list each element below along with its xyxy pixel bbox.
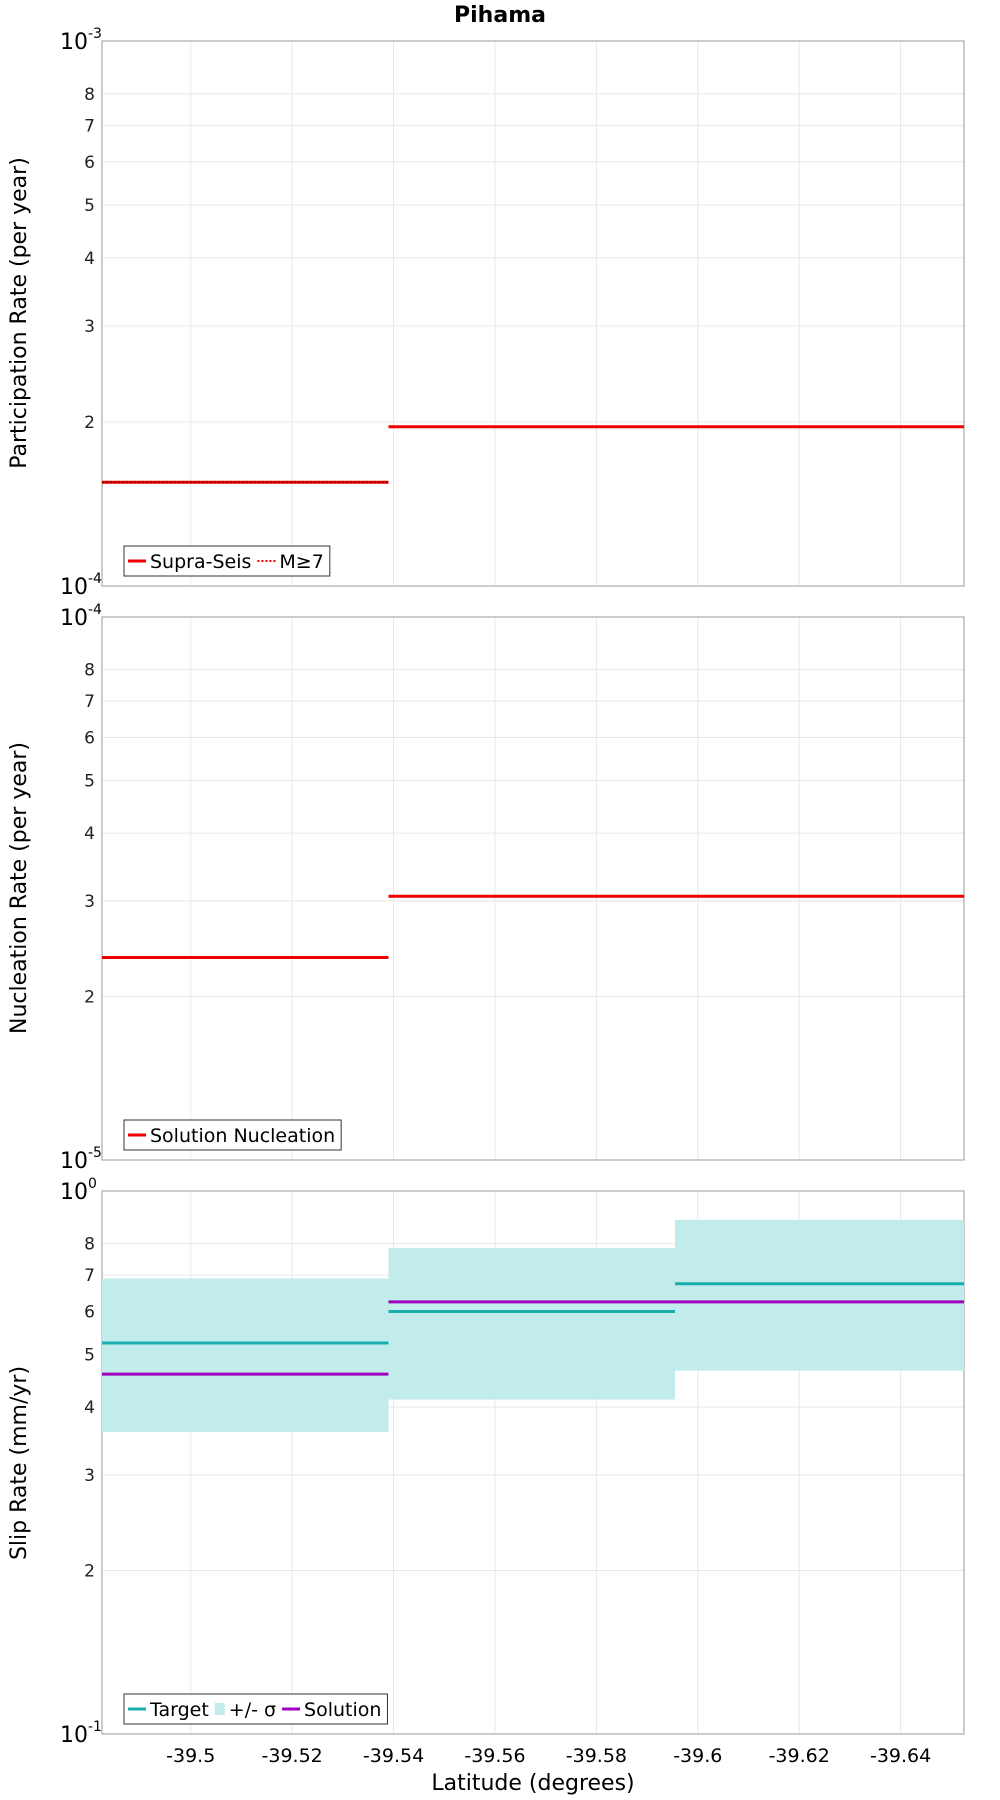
x-tick-label: -39.58 bbox=[566, 1745, 627, 1767]
y-tick-label: 6 bbox=[84, 153, 95, 173]
y-axis-label: Participation Rate (per year) bbox=[7, 157, 32, 469]
slip-rate-panel: Slip Rate (mm/yr) Latitude (degrees) 2 3 4… bbox=[7, 1176, 965, 1796]
y-tick-label: 7 bbox=[84, 116, 95, 136]
y-major-tick-label: 10 bbox=[60, 575, 88, 600]
x-tick-label: -39.62 bbox=[769, 1745, 830, 1767]
legend: Target +/- σ Solution bbox=[123, 1693, 388, 1725]
y-major-tick-exponent: -3 bbox=[88, 26, 102, 42]
y-major-tick-exponent: -1 bbox=[88, 1719, 102, 1735]
y-tick-label: 8 bbox=[84, 1235, 95, 1255]
x-tick-label: -39.5 bbox=[166, 1745, 215, 1767]
x-tick-label: -39.52 bbox=[262, 1745, 323, 1767]
y-tick-label: 7 bbox=[84, 692, 95, 712]
legend: Supra-Seis M≥7 bbox=[123, 545, 331, 577]
y-tick-label: 7 bbox=[84, 1266, 95, 1286]
legend-entry-label: +/- σ bbox=[229, 1699, 276, 1721]
sigma-band bbox=[388, 1248, 675, 1400]
y-tick-label: 8 bbox=[84, 661, 95, 681]
y-tick-label: 2 bbox=[84, 1562, 95, 1582]
legend-box bbox=[123, 1693, 388, 1725]
y-tick-label: 3 bbox=[84, 317, 95, 337]
legend-entry-label: Solution bbox=[304, 1699, 381, 1721]
x-tick-label: -39.56 bbox=[464, 1745, 525, 1767]
y-major-tick-exponent: 0 bbox=[88, 1176, 97, 1192]
legend-entry-label: Target bbox=[149, 1699, 209, 1721]
y-tick-label: 3 bbox=[84, 892, 95, 912]
grid-lines bbox=[102, 41, 964, 586]
x-tick-label: -39.54 bbox=[363, 1745, 424, 1767]
x-tick-label: -39.64 bbox=[870, 1745, 931, 1767]
y-major-tick-exponent: -4 bbox=[88, 602, 102, 618]
sigma-band bbox=[674, 1219, 964, 1371]
grid-lines bbox=[102, 617, 964, 1160]
plot-area-frame bbox=[101, 616, 965, 1161]
y-major-tick-label: 10 bbox=[60, 1149, 88, 1174]
y-major-tick-label: 10 bbox=[60, 1723, 88, 1748]
sigma-band bbox=[102, 1278, 389, 1432]
y-tick-label: 5 bbox=[84, 771, 95, 791]
chart-title: Pihama bbox=[454, 3, 546, 28]
y-major-tick-label: 10 bbox=[60, 1180, 88, 1205]
legend-swatch bbox=[214, 1703, 225, 1715]
y-tick-label: 4 bbox=[84, 249, 95, 269]
legend: Solution Nucleation bbox=[123, 1119, 342, 1151]
y-tick-label: 6 bbox=[84, 1302, 95, 1322]
x-tick-label: -39.6 bbox=[673, 1745, 722, 1767]
y-major-tick-label: 10 bbox=[60, 30, 88, 55]
y-tick-label: 4 bbox=[84, 1398, 95, 1418]
y-tick-label: 4 bbox=[84, 824, 95, 844]
y-tick-label: 8 bbox=[84, 85, 95, 105]
y-tick-label: 5 bbox=[84, 1345, 95, 1365]
x-axis-label: Latitude (degrees) bbox=[431, 1771, 634, 1796]
y-major-tick-label: 10 bbox=[60, 606, 88, 631]
y-major-tick-exponent: -4 bbox=[88, 571, 102, 587]
legend-entry-label: Supra-Seis bbox=[150, 551, 251, 573]
y-tick-label: 5 bbox=[84, 196, 95, 216]
y-tick-label: 6 bbox=[84, 728, 95, 748]
legend-box bbox=[123, 1119, 342, 1151]
plot-area-frame bbox=[101, 1190, 965, 1735]
participation-rate-panel: Participation Rate (per year) 234567810-… bbox=[7, 26, 965, 600]
plot-area-frame bbox=[101, 40, 965, 587]
y-tick-label: 3 bbox=[84, 1466, 95, 1486]
legend-box bbox=[123, 545, 331, 577]
y-tick-label: 2 bbox=[84, 988, 95, 1008]
y-major-tick-exponent: -5 bbox=[88, 1145, 102, 1161]
y-axis-label: Nucleation Rate (per year) bbox=[7, 742, 32, 1034]
legend-entry-label: Solution Nucleation bbox=[150, 1125, 335, 1147]
y-tick-label: 2 bbox=[84, 413, 95, 433]
legend-entry-label: M≥7 bbox=[279, 551, 323, 573]
y-axis-label: Slip Rate (mm/yr) bbox=[7, 1366, 32, 1560]
